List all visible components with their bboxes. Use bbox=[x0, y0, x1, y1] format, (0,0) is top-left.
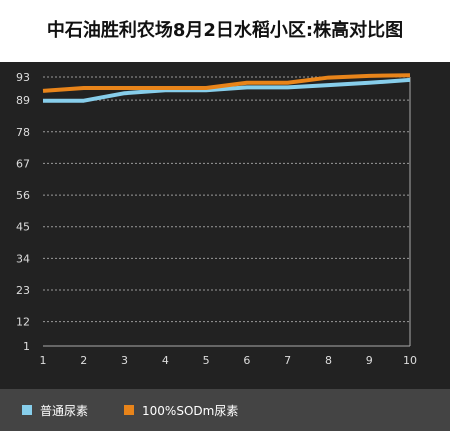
y-tick-label: 89 bbox=[16, 94, 30, 107]
y-tick-label: 78 bbox=[16, 126, 30, 139]
x-tick-label: 6 bbox=[243, 354, 250, 367]
y-tick-label: 93 bbox=[16, 71, 30, 84]
y-tick-labels: 1 12 23 34 45 56 67 78 89 93 bbox=[16, 71, 30, 353]
legend: 普通尿素 100%SODm尿素 bbox=[0, 389, 450, 431]
x-tick-label: 8 bbox=[325, 354, 332, 367]
grid-layer bbox=[43, 76, 410, 323]
legend-item-1: 普通尿素 bbox=[22, 402, 88, 419]
series-layer bbox=[42, 73, 411, 103]
x-tick-label: 9 bbox=[366, 354, 373, 367]
legend-label: 100%SODm尿素 bbox=[142, 403, 239, 418]
legend-swatch bbox=[22, 405, 32, 415]
y-tick-label: 34 bbox=[16, 252, 30, 265]
legend-item-2: 100%SODm尿素 bbox=[124, 402, 238, 419]
x-tick-label: 2 bbox=[80, 354, 87, 367]
x-tick-label: 4 bbox=[162, 354, 169, 367]
x-tick-label: 1 bbox=[40, 354, 47, 367]
y-tick-label: 1 bbox=[23, 340, 30, 353]
x-tick-label: 7 bbox=[284, 354, 291, 367]
axis-layer bbox=[43, 77, 411, 347]
x-tick-label: 10 bbox=[403, 354, 417, 367]
legend-swatch bbox=[124, 405, 135, 415]
y-tick-label: 56 bbox=[16, 189, 30, 202]
x-tick-label: 5 bbox=[203, 354, 210, 367]
series-line-2 bbox=[42, 73, 411, 93]
y-tick-label: 67 bbox=[16, 157, 30, 170]
y-tick-label: 23 bbox=[16, 284, 30, 297]
footer-strip bbox=[0, 431, 450, 441]
chart-title: 中石油胜利农场8月2日水稻小区:株高对比图 bbox=[0, 0, 450, 62]
y-tick-label: 12 bbox=[16, 316, 30, 329]
x-tick-label: 3 bbox=[121, 354, 128, 367]
legend-label: 普通尿素 bbox=[40, 403, 89, 418]
series-line-1 bbox=[43, 77, 411, 103]
y-tick-label: 45 bbox=[16, 221, 30, 234]
chart-area: 1 12 23 34 45 56 67 78 89 93 1 2 3 4 5 6 7 8 9 10 bbox=[0, 62, 450, 389]
x-tick-labels: 1 2 3 4 5 6 7 8 9 10 bbox=[40, 354, 418, 367]
